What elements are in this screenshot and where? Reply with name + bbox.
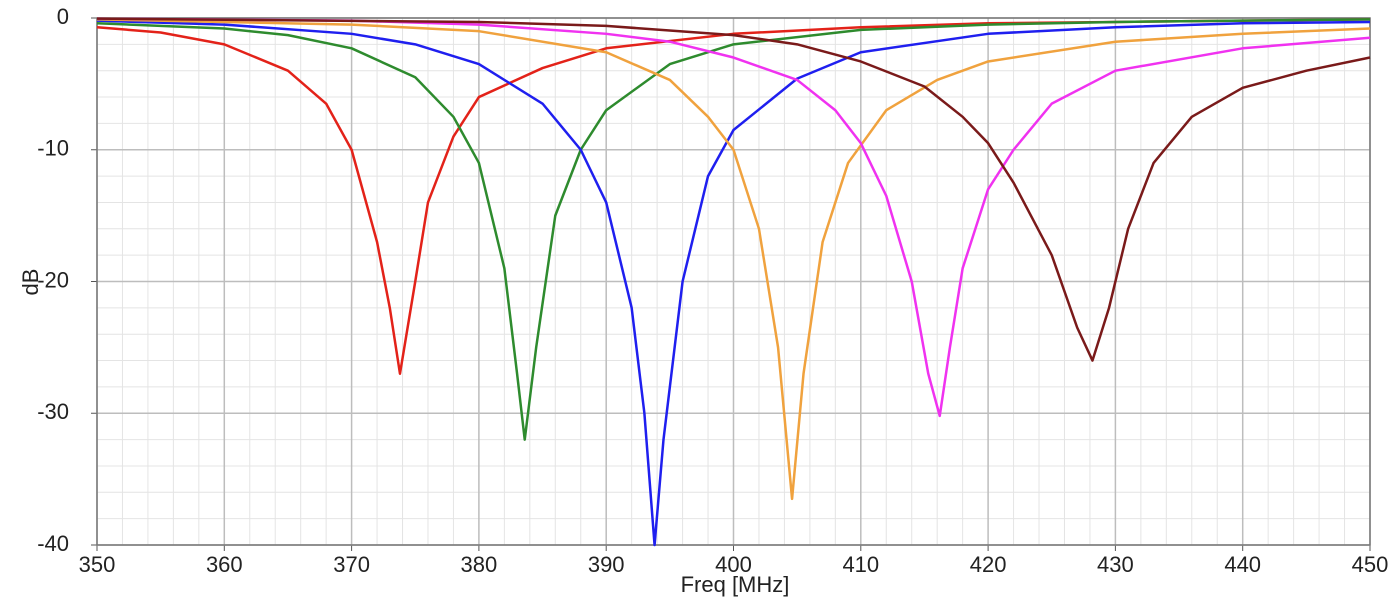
- plot-frame: [96, 17, 1371, 546]
- series-line: [96, 17, 1371, 418]
- series-line: [96, 18, 1371, 501]
- x-tick-label: 370: [333, 552, 370, 577]
- series-line: [96, 17, 1371, 362]
- x-tick-label: 410: [842, 552, 879, 577]
- x-tick-label: 430: [1097, 552, 1134, 577]
- y-tick-label: -40: [37, 531, 69, 556]
- x-tick-label: 400: [715, 552, 752, 577]
- y-tick-label: -10: [37, 136, 69, 161]
- y-tick-label: -20: [37, 267, 69, 292]
- x-tick-label: 380: [461, 552, 498, 577]
- series-line: [96, 18, 1371, 375]
- x-axis-label: Freq [MHz]: [681, 572, 790, 597]
- x-tick-label: 440: [1224, 552, 1261, 577]
- x-tick-label: 350: [79, 552, 116, 577]
- x-tick-label: 450: [1352, 552, 1389, 577]
- x-tick-label: 390: [588, 552, 625, 577]
- series-line: [96, 18, 1371, 441]
- x-tick-label: 420: [970, 552, 1007, 577]
- series-line: [96, 19, 1371, 547]
- y-axis-label: dB: [18, 269, 43, 296]
- y-tick-label: -30: [37, 399, 69, 424]
- y-tick-label: 0: [57, 4, 69, 29]
- x-tick-label: 360: [206, 552, 243, 577]
